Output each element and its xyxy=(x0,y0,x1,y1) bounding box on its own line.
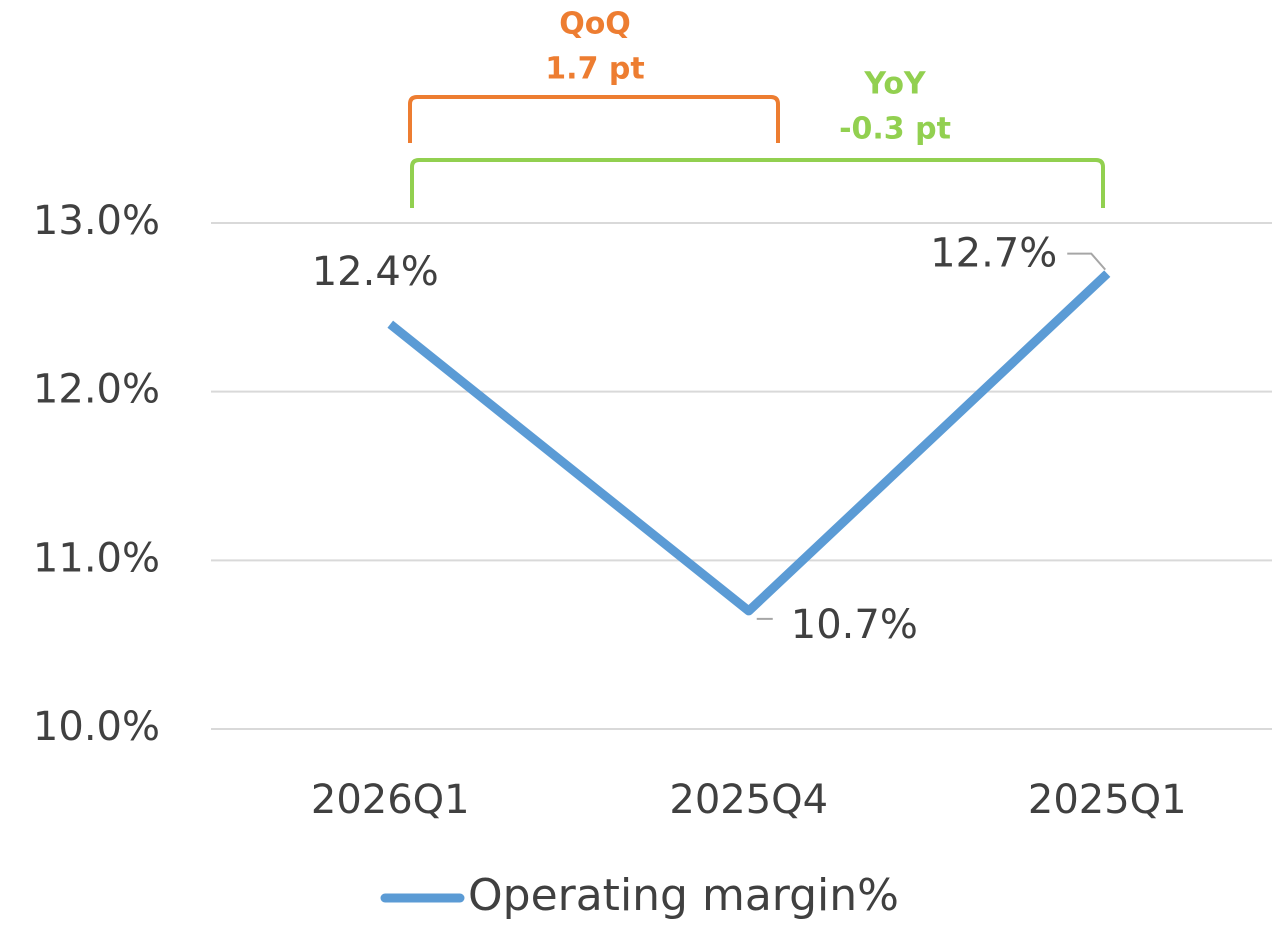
data-label: 12.4% xyxy=(312,249,439,295)
annotation: QoQ xyxy=(559,7,631,42)
y-tick-label: 11.0% xyxy=(33,535,160,581)
x-tick-label: 2025Q4 xyxy=(669,777,828,823)
bracket xyxy=(410,158,1105,208)
data-label: 10.7% xyxy=(791,602,918,648)
annotation: 1.7 pt xyxy=(545,52,644,87)
x-tick-label: 2026Q1 xyxy=(311,777,470,823)
bracket xyxy=(408,95,780,143)
leader-line xyxy=(1067,252,1107,271)
annotation: YoY xyxy=(863,67,927,102)
annotation: -0.3 pt xyxy=(839,112,951,147)
y-tick-label: 10.0% xyxy=(33,704,160,750)
series-line xyxy=(387,270,1111,616)
y-tick-label: 13.0% xyxy=(33,198,160,244)
x-tick-label: 2025Q1 xyxy=(1028,777,1187,823)
legend-label: Operating margin% xyxy=(468,870,899,921)
data-label: 12.7% xyxy=(930,231,1057,277)
y-tick-label: 12.0% xyxy=(33,367,160,413)
